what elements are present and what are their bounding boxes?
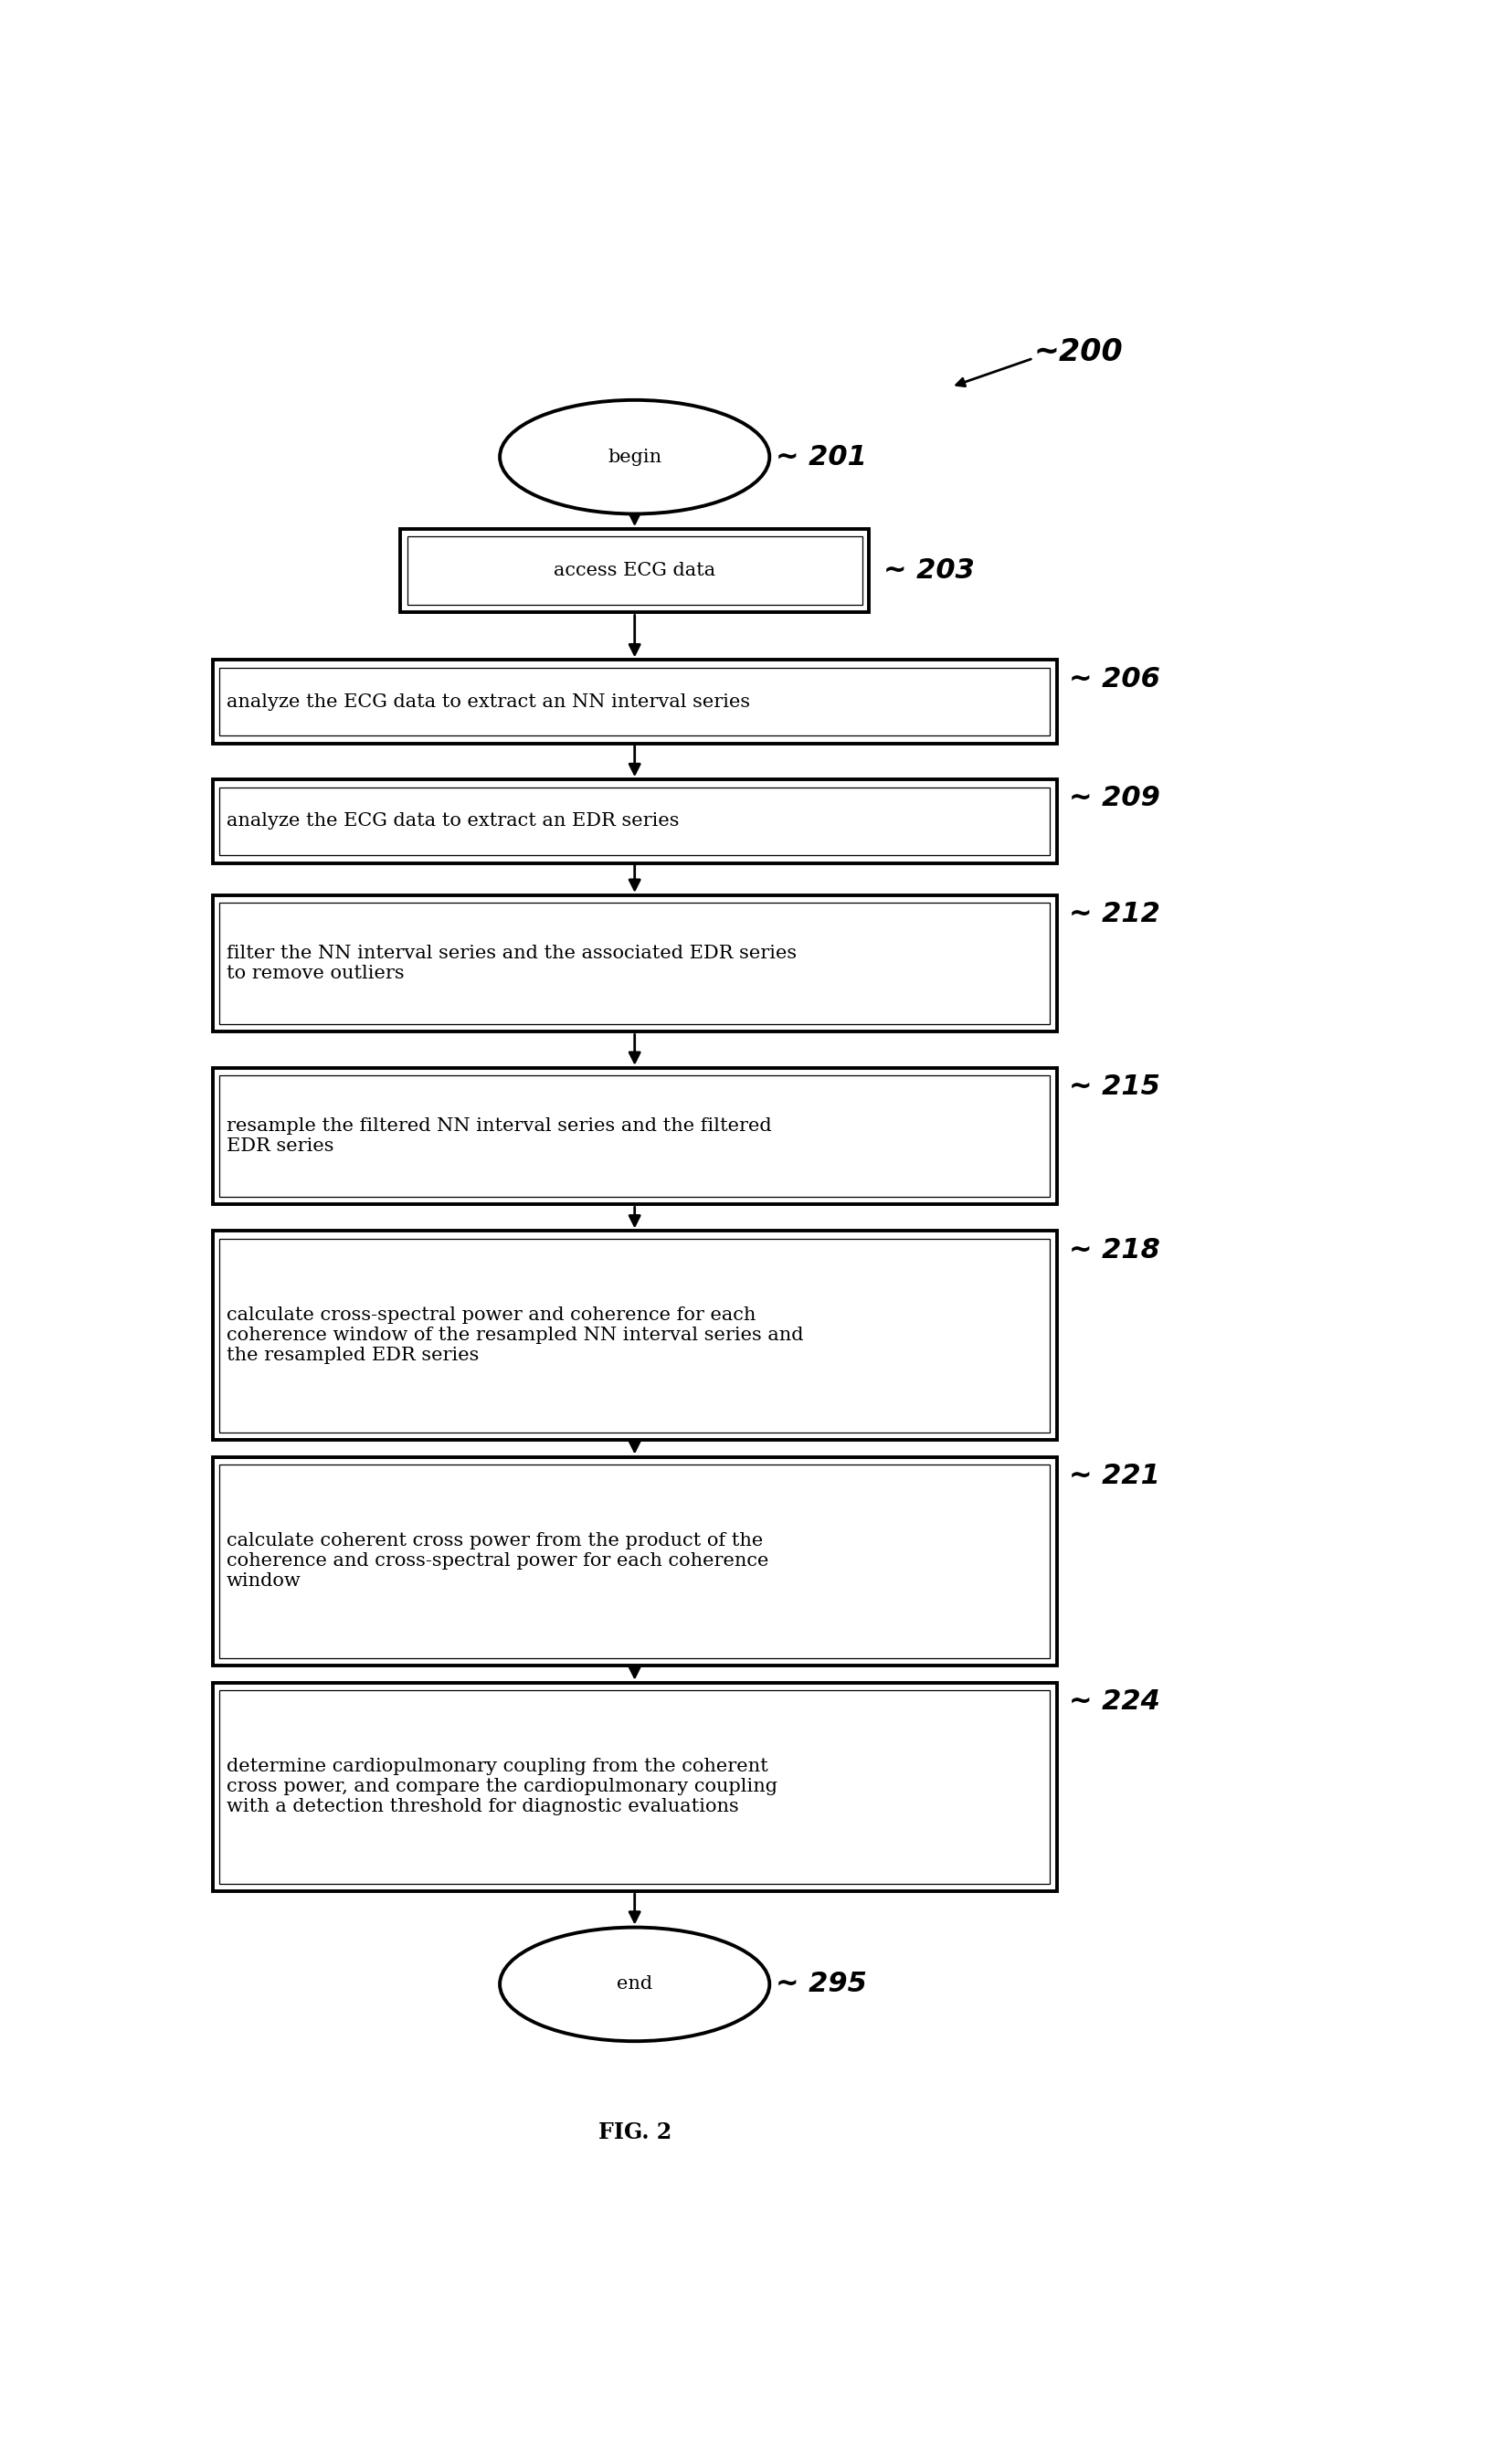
Text: ~ 224: ~ 224: [1067, 1688, 1160, 1715]
Bar: [212, 894, 1055, 1032]
Text: ~ 201: ~ 201: [776, 444, 866, 471]
Text: analyze the ECG data to extract an EDR series: analyze the ECG data to extract an EDR s…: [227, 813, 679, 830]
Text: resample the filtered NN interval series and the filtered
EDR series: resample the filtered NN interval series…: [227, 1119, 771, 1156]
Bar: [219, 1239, 1049, 1432]
Text: filter the NN interval series and the associated EDR series
to remove outliers: filter the NN interval series and the as…: [227, 944, 797, 983]
Bar: [212, 1456, 1055, 1666]
Bar: [407, 537, 862, 606]
Text: ~ 218: ~ 218: [1067, 1237, 1160, 1264]
Text: ~ 212: ~ 212: [1067, 902, 1160, 926]
Text: determine cardiopulmonary coupling from the coherent
cross power, and compare th: determine cardiopulmonary coupling from …: [227, 1759, 777, 1816]
Text: calculate coherent cross power from the product of the
coherence and cross-spect: calculate coherent cross power from the …: [227, 1533, 768, 1589]
Ellipse shape: [499, 1927, 770, 2040]
Text: begin: begin: [608, 448, 661, 466]
Text: access ECG data: access ECG data: [553, 562, 715, 579]
Text: end: end: [617, 1976, 652, 1993]
Ellipse shape: [499, 399, 770, 515]
Text: analyze the ECG data to extract an NN interval series: analyze the ECG data to extract an NN in…: [227, 692, 750, 710]
Bar: [219, 1464, 1049, 1658]
Text: ~ 221: ~ 221: [1067, 1464, 1160, 1488]
Text: ~ 206: ~ 206: [1067, 665, 1160, 692]
Text: ~200: ~200: [1033, 338, 1122, 367]
Bar: [212, 1067, 1055, 1205]
Bar: [219, 668, 1049, 737]
Bar: [212, 660, 1055, 744]
Text: ~ 215: ~ 215: [1067, 1074, 1160, 1099]
Bar: [399, 530, 868, 614]
Text: ~ 203: ~ 203: [883, 557, 974, 584]
Text: ~ 295: ~ 295: [776, 1971, 866, 1998]
Text: calculate cross-spectral power and coherence for each
coherence window of the re: calculate cross-spectral power and coher…: [227, 1306, 803, 1365]
Bar: [219, 786, 1049, 855]
Bar: [212, 1683, 1055, 1892]
Bar: [219, 902, 1049, 1025]
Bar: [219, 1690, 1049, 1882]
Bar: [212, 1232, 1055, 1439]
Text: ~ 209: ~ 209: [1067, 786, 1160, 811]
Text: FIG. 2: FIG. 2: [597, 2122, 671, 2144]
Bar: [212, 779, 1055, 862]
Bar: [219, 1074, 1049, 1198]
